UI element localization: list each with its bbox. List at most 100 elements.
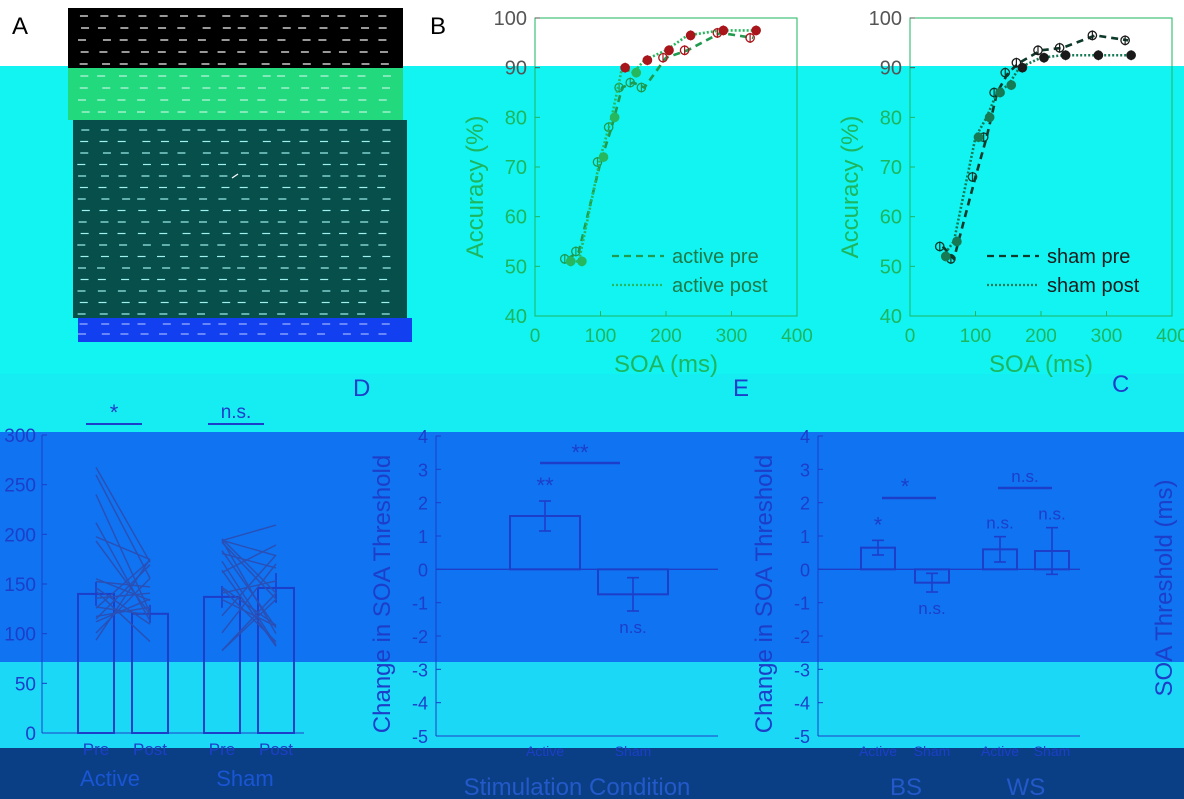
y-tick-label: 3: [418, 460, 428, 480]
data-point: [1000, 67, 1011, 78]
x-axis-label: SOA (ms): [614, 351, 718, 378]
y-tick-label: 90: [505, 58, 527, 80]
data-point: [685, 30, 696, 41]
panel-label-d: D: [353, 375, 370, 402]
data-point: [577, 256, 587, 267]
y-tick-label: 100: [494, 8, 527, 30]
x-tick-label: Post: [133, 740, 167, 759]
subject-line: [221, 539, 277, 634]
y-tick-label: 60: [505, 207, 527, 229]
data-point: [1054, 42, 1065, 53]
data-point: [1017, 62, 1028, 73]
subject-line: [95, 606, 151, 618]
subject-line: [221, 560, 277, 646]
panel-label-b: B: [430, 13, 446, 40]
x-tick-label: 200: [1025, 326, 1057, 347]
subject-line: [95, 577, 151, 634]
accuracy-chart-sham: 40 50 60 70 80 90 100 0 100 200 300 400 SOA (ms) Accu…: [837, 8, 1184, 378]
data-point: [636, 82, 647, 93]
data-point: [934, 241, 945, 252]
x-tick-label: 400: [781, 326, 813, 347]
legend-label: active post: [672, 275, 768, 297]
stimulus-target: [231, 173, 239, 179]
sig-label: n.s.: [1011, 467, 1038, 486]
data-point: [1120, 35, 1130, 46]
data-point: [1087, 30, 1098, 41]
y-axis-label: Accuracy (%): [837, 116, 864, 259]
data-point: [1033, 45, 1043, 56]
data-point: [642, 55, 653, 66]
data-point: [1011, 57, 1022, 68]
stimulus-image: [68, 8, 412, 342]
y-tick-label: 50: [15, 674, 36, 695]
legend-label: active pre: [672, 246, 759, 268]
y-tick-label: -1: [794, 594, 810, 614]
y-tick-label: -2: [794, 627, 810, 647]
subject-line: [95, 540, 151, 615]
subject-line: [95, 522, 151, 622]
y-tick-label: 1: [418, 527, 428, 547]
x-tick-label: 100: [585, 326, 617, 347]
sig-label: *: [110, 400, 119, 425]
x-tick-label: 0: [530, 326, 541, 347]
subject-line: [221, 588, 277, 643]
stimulus-green-region: [68, 68, 403, 120]
x-tick-label: 0: [905, 326, 916, 347]
x-tick-label: 300: [1091, 326, 1123, 347]
x-tick-label: 200: [650, 326, 682, 347]
subject-line: [221, 554, 277, 617]
subject-line: [221, 544, 277, 574]
subject-line: [221, 563, 277, 634]
y-tick-label: 0: [418, 560, 428, 580]
x-tick-label: 100: [960, 326, 992, 347]
y-tick-label: 150: [4, 575, 36, 596]
subject-line: [221, 524, 277, 542]
x-tick-label: Post: [259, 740, 293, 759]
series-line-0: [567, 31, 754, 260]
bar-label: n.s.: [619, 618, 646, 637]
x-axis-label: SOA (ms): [989, 351, 1093, 378]
data-point: [598, 152, 609, 162]
subject-line: [95, 559, 151, 609]
stimulus-dashes: [77, 15, 391, 335]
y-tick-label: 40: [880, 306, 902, 328]
y-axis-label: Change in SOA Threshold: [369, 455, 396, 733]
stimulus-black-region: [68, 8, 403, 70]
y-tick-label: 0: [25, 724, 36, 745]
data-point: [952, 236, 962, 247]
data-point: [984, 112, 995, 123]
series-line-0: [941, 34, 1129, 262]
y-tick-label: 100: [869, 8, 902, 30]
data-point: [1039, 52, 1049, 63]
data-point: [973, 132, 984, 143]
y-tick-label: 50: [880, 256, 902, 278]
data-point: [751, 25, 761, 36]
data-point: [718, 25, 729, 36]
subject-line: [221, 538, 277, 594]
change-bar-chart-group: -5 -4 -3 -2 -1 0 1 2 3 4 * Active n.s. Sham n.s. Active…: [751, 427, 1080, 799]
subject-line: [95, 474, 151, 579]
bar-label: n.s.: [986, 514, 1013, 533]
subject-line: [95, 467, 151, 563]
data-point: [679, 45, 690, 56]
x-tick-label: Sham: [1034, 743, 1071, 759]
legend-label: sham pre: [1047, 246, 1130, 268]
bar-label: n.s.: [1038, 505, 1065, 524]
x-tick-label: 400: [1156, 326, 1184, 347]
data-point: [1126, 50, 1136, 61]
subject-line: [221, 539, 277, 557]
y-tick-label: 4: [418, 427, 428, 447]
x-tick-label: Sham: [615, 743, 652, 759]
data-point: [658, 52, 668, 63]
change-bar-chart-condition: -5 -4 -3 -2 -1 0 1 2 3 4 ** Active n.s. Sham Change in…: [369, 427, 718, 799]
y-tick-label: 1: [800, 527, 810, 547]
y-axis-label: Accuracy (%): [462, 116, 489, 259]
y-tick-label: 4: [800, 427, 810, 447]
sig-label: **: [571, 440, 589, 465]
y-tick-label: 300: [4, 426, 36, 447]
sig-label: n.s.: [221, 402, 252, 423]
data-point: [745, 33, 755, 43]
y-tick-label: -3: [412, 660, 428, 680]
